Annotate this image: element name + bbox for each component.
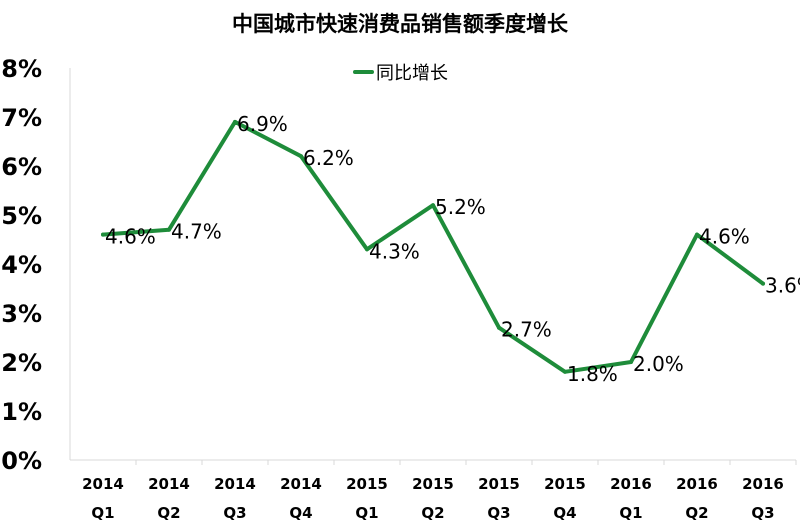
- data-label: 4.6%: [699, 225, 750, 249]
- x-tick-label-year: 2014: [214, 475, 256, 493]
- data-label: 5.2%: [435, 195, 486, 219]
- y-tick-label: 2%: [1, 349, 42, 377]
- data-point: [233, 119, 237, 124]
- x-tick-label-quarter: Q1: [355, 504, 378, 522]
- y-tick-label: 3%: [1, 300, 42, 328]
- x-tick-label-year: 2014: [148, 475, 190, 493]
- data-point: [101, 232, 105, 237]
- data-label: 3.6%: [765, 274, 800, 298]
- data-label: 4.6%: [105, 225, 156, 249]
- x-tick-label-quarter: Q1: [619, 504, 642, 522]
- data-point: [563, 369, 567, 374]
- x-tick-label-quarter: Q2: [157, 504, 180, 522]
- x-tick-label-year: 2015: [544, 475, 586, 493]
- x-tick-label-quarter: Q3: [487, 504, 510, 522]
- legend-label: 同比增长: [376, 63, 448, 84]
- x-tick-label-quarter: Q4: [553, 504, 576, 522]
- x-tick-label-year: 2016: [676, 475, 718, 493]
- chart-title: 中国城市快速消费品销售额季度增长: [232, 12, 568, 36]
- data-label: 4.3%: [369, 239, 420, 263]
- x-tick-label-quarter: Q2: [421, 504, 444, 522]
- x-tick-label-quarter: Q4: [289, 504, 312, 522]
- data-label: 6.2%: [303, 146, 354, 170]
- x-tick-label-quarter: Q3: [751, 504, 774, 522]
- data-label: 4.7%: [171, 220, 222, 244]
- y-tick-label: 6%: [1, 153, 42, 181]
- data-point: [431, 203, 435, 208]
- y-tick-label: 1%: [1, 398, 42, 426]
- data-point: [365, 247, 369, 252]
- data-point: [761, 281, 765, 286]
- x-tick-label-year: 2016: [610, 475, 652, 493]
- data-label: 1.8%: [567, 362, 618, 386]
- data-point: [299, 154, 303, 159]
- x-tick-label-year: 2016: [742, 475, 784, 493]
- data-label: 6.9%: [237, 112, 288, 136]
- x-tick-label-year: 2015: [412, 475, 454, 493]
- y-tick-label: 5%: [1, 202, 42, 230]
- y-tick-label: 0%: [1, 447, 42, 475]
- x-tick-label-quarter: Q1: [91, 504, 114, 522]
- x-tick-label-quarter: Q3: [223, 504, 246, 522]
- y-tick-label: 8%: [1, 55, 42, 83]
- x-tick-label-year: 2015: [346, 475, 388, 493]
- data-label: 2.7%: [501, 318, 552, 342]
- x-tick-label-quarter: Q2: [685, 504, 708, 522]
- data-point: [167, 227, 171, 232]
- data-label: 2.0%: [633, 352, 684, 376]
- data-point: [629, 360, 633, 364]
- x-tick-label-year: 2014: [280, 475, 322, 493]
- y-tick-label: 4%: [1, 251, 42, 279]
- x-tick-label-year: 2014: [82, 475, 124, 493]
- data-point: [695, 232, 699, 237]
- data-point: [497, 325, 501, 330]
- series-line: [101, 119, 765, 374]
- y-tick-label: 7%: [1, 104, 42, 132]
- x-tick-label-year: 2015: [478, 475, 520, 493]
